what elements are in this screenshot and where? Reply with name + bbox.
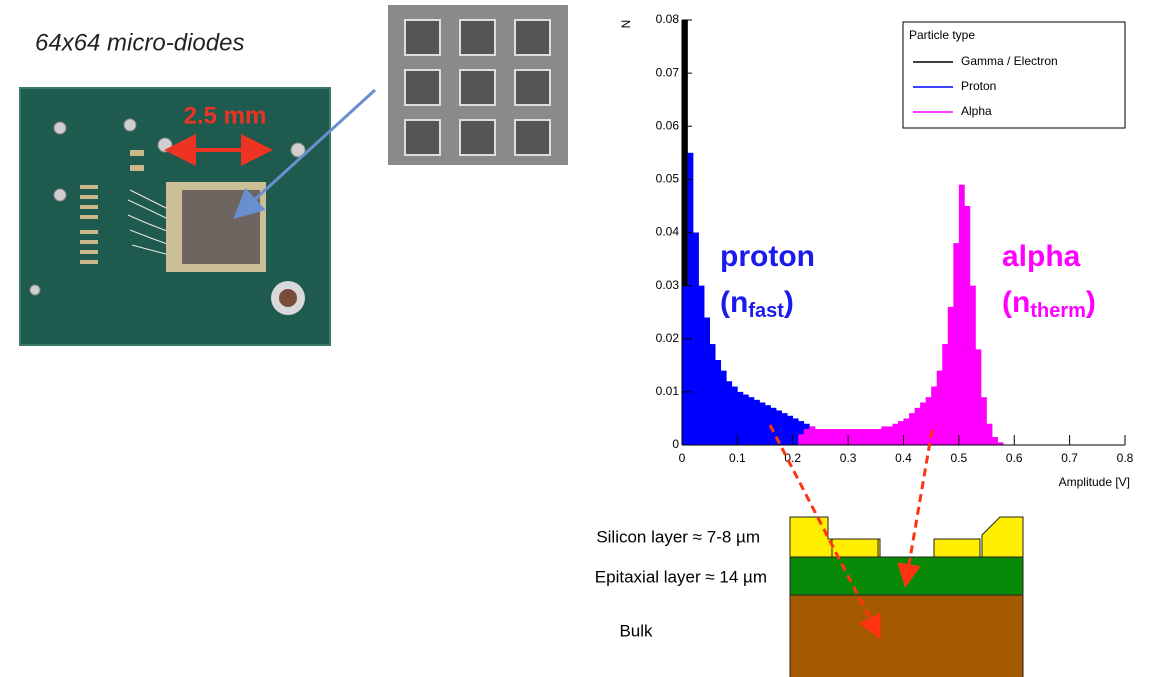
page: {"photo": {"title": "64x64 micro-diodes"…: [0, 0, 1153, 677]
x-tick-label: 0.7: [1061, 451, 1078, 465]
legend-title: Particle type: [909, 28, 975, 42]
histogram-bar: [737, 392, 743, 445]
microscope-inset: [388, 5, 568, 165]
histogram-bar: [710, 344, 716, 445]
x-tick-label: 0.5: [951, 451, 968, 465]
histogram-bar: [937, 371, 943, 445]
histogram-bar: [787, 416, 793, 445]
histogram-bar: [798, 434, 804, 445]
histogram-bar: [909, 413, 915, 445]
histogram-bar: [975, 349, 981, 445]
x-tick-label: 0.2: [784, 451, 801, 465]
photo-title: 64x64 micro-diodes: [35, 29, 244, 56]
histogram-bar: [942, 344, 948, 445]
histogram-bar: [898, 421, 904, 445]
histogram-bar: [715, 360, 721, 445]
histogram-bar: [721, 371, 727, 445]
y-tick-label: 0: [672, 437, 679, 451]
annotation-sub: (ntherm): [1002, 286, 1096, 322]
histogram-bar: [959, 185, 965, 445]
histogram-bar: [832, 429, 838, 445]
y-tick-label: 0.03: [656, 278, 680, 292]
annotation-base: (n: [720, 286, 748, 319]
x-tick-label: 0: [679, 451, 686, 465]
x-tick-label: 0.1: [729, 451, 746, 465]
layer-label: Epitaxial layer ≈ 14 µm: [595, 567, 767, 586]
histogram-bar: [992, 437, 998, 445]
pcb-photo: 2.5 mm: [20, 88, 330, 345]
histogram-bar: [920, 403, 926, 446]
histogram-bar: [892, 424, 898, 445]
histogram-bar: [693, 233, 699, 446]
y-tick-label: 0.07: [656, 65, 680, 79]
histogram-bar: [804, 429, 810, 445]
y-tick-label: 0.08: [656, 12, 680, 26]
histogram-bar: [981, 397, 987, 445]
x-axis-label: Amplitude [V]: [1059, 475, 1130, 489]
histogram-bar: [915, 408, 921, 445]
histogram-bar: [987, 424, 993, 445]
histogram-bar: [793, 418, 799, 445]
y-tick-label: 0.04: [656, 225, 680, 239]
histogram-bar: [760, 403, 766, 446]
legend-label: Alpha: [961, 104, 992, 118]
histogram-bar: [726, 381, 732, 445]
y-axis-label: N: [619, 20, 633, 29]
histogram-bar: [843, 429, 849, 445]
x-tick-label: 0.4: [895, 451, 912, 465]
y-tick-label: 0.06: [656, 118, 680, 132]
x-tick-label: 0.6: [1006, 451, 1023, 465]
y-tick-label: 0.02: [656, 331, 680, 345]
x-tick-label: 0.3: [840, 451, 857, 465]
histogram-bar: [837, 429, 843, 445]
x-tick-label: 0.8: [1117, 451, 1134, 465]
histogram-bar: [854, 429, 860, 445]
histogram-bar: [820, 429, 826, 445]
histogram-bar: [970, 286, 976, 445]
annotation-base: (n: [1002, 286, 1030, 319]
histogram-bar: [848, 429, 854, 445]
histogram-bar: [870, 429, 876, 445]
histogram-bar: [904, 418, 910, 445]
annotation-sub: (nfast): [720, 286, 794, 322]
histogram-bar: [815, 429, 821, 445]
histogram-bar: [964, 206, 970, 445]
histogram-bar: [809, 426, 815, 445]
histogram-bar: [948, 307, 954, 445]
annotation-subscript: fast: [748, 300, 784, 322]
histogram-bar: [881, 426, 887, 445]
annotation-subscript: therm: [1030, 300, 1086, 322]
histogram-bar: [688, 153, 694, 445]
histogram-bar: [699, 286, 705, 445]
annotation-label: alpha: [1002, 240, 1081, 273]
histogram-bar: [865, 429, 871, 445]
scale-label: 2.5 mm: [184, 102, 267, 129]
histogram-bar: [876, 429, 882, 445]
annotation-close: ): [784, 286, 794, 319]
histogram-bar: [859, 429, 865, 445]
histogram-bar: [953, 243, 959, 445]
histogram-bar: [732, 387, 738, 445]
legend-label: Gamma / Electron: [961, 54, 1058, 68]
annotation-close: ): [1086, 286, 1096, 319]
slide: 64x64 micro-diodes 2.5 mm 00.010.020.030…: [0, 0, 1153, 677]
legend-label: Proton: [961, 79, 996, 93]
histogram-bar: [682, 286, 688, 445]
annotation-label: proton: [720, 240, 815, 273]
histogram-bar: [748, 397, 754, 445]
histogram-bar: [782, 413, 788, 445]
histogram-bar: [704, 318, 710, 446]
histogram-bar: [754, 400, 760, 445]
layer-label: Bulk: [619, 621, 653, 640]
y-tick-label: 0.05: [656, 172, 680, 186]
histogram-bar: [887, 426, 893, 445]
y-tick-label: 0.01: [656, 384, 680, 398]
layer-label: Silicon layer ≈ 7-8 µm: [596, 527, 760, 546]
histogram: 0 0.01 0.02 0.03 0.04 0.05 0.06 0.07 0.08 0 0.1 0.2…: [619, 12, 1133, 489]
histogram-bar: [826, 429, 832, 445]
histogram-bar: [743, 395, 749, 445]
